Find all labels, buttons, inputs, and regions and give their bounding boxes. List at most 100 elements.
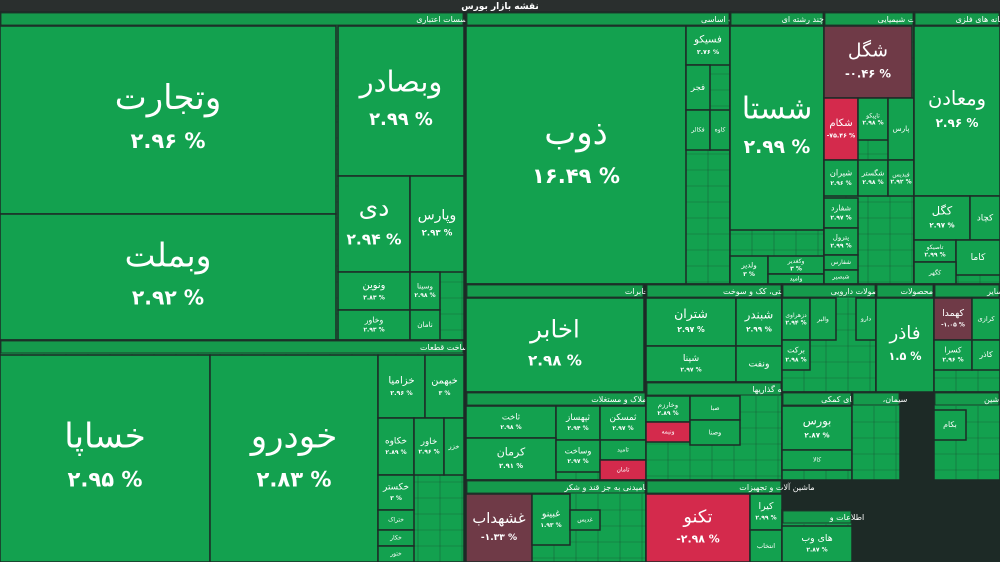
tile-change: ۲.۹۸ % (862, 120, 883, 127)
tile-change: ۲.۹۴ % (785, 319, 806, 326)
tile-change: ۲.۹۸ % (785, 357, 806, 364)
tile-change: ۳ % (790, 265, 802, 272)
tile (969, 195, 1000, 241)
tile-change: ۲.۹۹ % (369, 109, 433, 130)
tile (409, 271, 441, 311)
tile-change: ۲.۹۹ % (830, 243, 851, 250)
sector-header (646, 480, 782, 494)
tile-name: دارو (860, 316, 871, 323)
tile-change: ۲.۹۳ % (422, 229, 453, 239)
sector-title: سایر (986, 287, 1000, 296)
tile (0, 25, 337, 215)
tile-name: فاذر (889, 323, 921, 344)
tile (377, 354, 426, 419)
tile-change: ۲.۸۷ % (806, 547, 827, 554)
tile-name: ونیمه (661, 429, 674, 436)
tile-change: ۲.۹۹ % (746, 325, 772, 334)
tile-name: ونفت (748, 359, 769, 370)
tile-name: شفارد (831, 203, 851, 212)
tile-name: کاذر (978, 350, 993, 359)
tile (913, 195, 971, 241)
tile-change: ۲.۹۹ % (755, 515, 776, 522)
tile (337, 175, 411, 273)
tile-name: ختراک (388, 516, 404, 524)
tile-change: ۲.۹۸ % (414, 292, 435, 299)
tile-name: کاما (971, 253, 986, 263)
tile-change: ۲.۹۷ % (929, 220, 954, 229)
tile (933, 409, 967, 441)
tile-name: خاور (420, 437, 437, 447)
sector-header (466, 480, 646, 494)
tile (823, 197, 859, 229)
sector-title: محصولات شیمیایی (878, 15, 941, 24)
tile-change: ۲.۹۸ % (500, 424, 521, 431)
sector-title: استخراج کانه های فلزی (956, 15, 1000, 24)
sector-header (730, 12, 824, 26)
tile-name: شکام (829, 118, 852, 129)
map-title: نقشه بازار بورس (461, 2, 539, 12)
tile-change: ۲.۸۹ % (385, 449, 406, 456)
tile-name: غبینو (541, 508, 560, 519)
tile (0, 213, 337, 341)
tile-name: شستا (742, 91, 813, 126)
tile-change: ۲.۹۴ % (567, 425, 588, 432)
tile-name: کیرا (758, 501, 774, 512)
tile-change: ۲.۹۲ % (132, 285, 204, 309)
tile-name: فجر (690, 82, 705, 92)
tile-name: وتجارت (115, 78, 222, 118)
tile-change: -۱.۰۵ % (941, 322, 965, 329)
tile-change: ۲.۹۶ % (130, 128, 205, 153)
tile (729, 25, 825, 231)
sector-header (824, 12, 914, 26)
sector-title: ماشین (984, 395, 1000, 404)
tile (424, 354, 465, 419)
tile (887, 159, 915, 197)
tile (377, 474, 415, 511)
tile-change: ۳ % (390, 495, 402, 502)
sector-title: مواد و محصولات دارویی (831, 287, 912, 296)
sector-header (876, 284, 934, 298)
tile (337, 309, 411, 341)
sector-header (782, 392, 852, 406)
tile-change: ۲.۹۷ % (612, 425, 633, 432)
tile-change: ۲.۹۷ % (677, 325, 705, 334)
tile-name: انتخاب (757, 542, 775, 550)
tile (955, 239, 1000, 276)
tile (689, 395, 741, 421)
tile-change: ۲.۹۲ % (890, 178, 911, 185)
sector-title: شرکتهای چند رشته ای (782, 15, 857, 24)
tile-name: تاپیکو (865, 112, 880, 119)
tile (337, 271, 411, 311)
sector-title: مخابرات (625, 287, 653, 296)
tile-name: کرمان (497, 445, 526, 458)
tile-change: ۲.۹۶ % (390, 390, 413, 397)
tile-name: وکغدیر (787, 258, 805, 265)
tile-name: خودرو (249, 417, 338, 457)
tile-name: غدیس (577, 517, 593, 524)
tile-name: شیران (830, 168, 853, 178)
tile-change: -۱.۳۳ % (481, 533, 517, 543)
tile-change: -۰.۴۶ % (845, 67, 891, 81)
sector-header (852, 392, 900, 406)
tile (823, 159, 859, 197)
tile-name: نامان (417, 320, 433, 329)
tile-change: ۲.۹۵ % (67, 467, 142, 492)
tile-name: صبا (710, 405, 719, 412)
tile-name: ثپهساز (565, 413, 591, 423)
sector-header (646, 382, 782, 396)
tile-name: تاصیکو (926, 244, 944, 251)
sector-title: محصولات غذایی و آشامیدنی به جز قند و شکر (563, 482, 717, 492)
sector-header (782, 510, 852, 524)
tile (209, 354, 379, 562)
tile-name: اخابر (528, 314, 580, 343)
tile-name: کرازی (977, 315, 995, 323)
sector-title: ماشین آلات و تجهیزات (739, 482, 814, 492)
tile-name: خساپا (64, 417, 146, 457)
tile-change: ۲.۸۷ % (804, 430, 829, 439)
tile-change: ۲.۹۶ % (830, 180, 851, 187)
tile-name: وبصادر (358, 65, 443, 99)
tile (971, 339, 1000, 371)
sector-title: ساخت محصولات (900, 287, 957, 296)
sector-header (0, 12, 464, 26)
